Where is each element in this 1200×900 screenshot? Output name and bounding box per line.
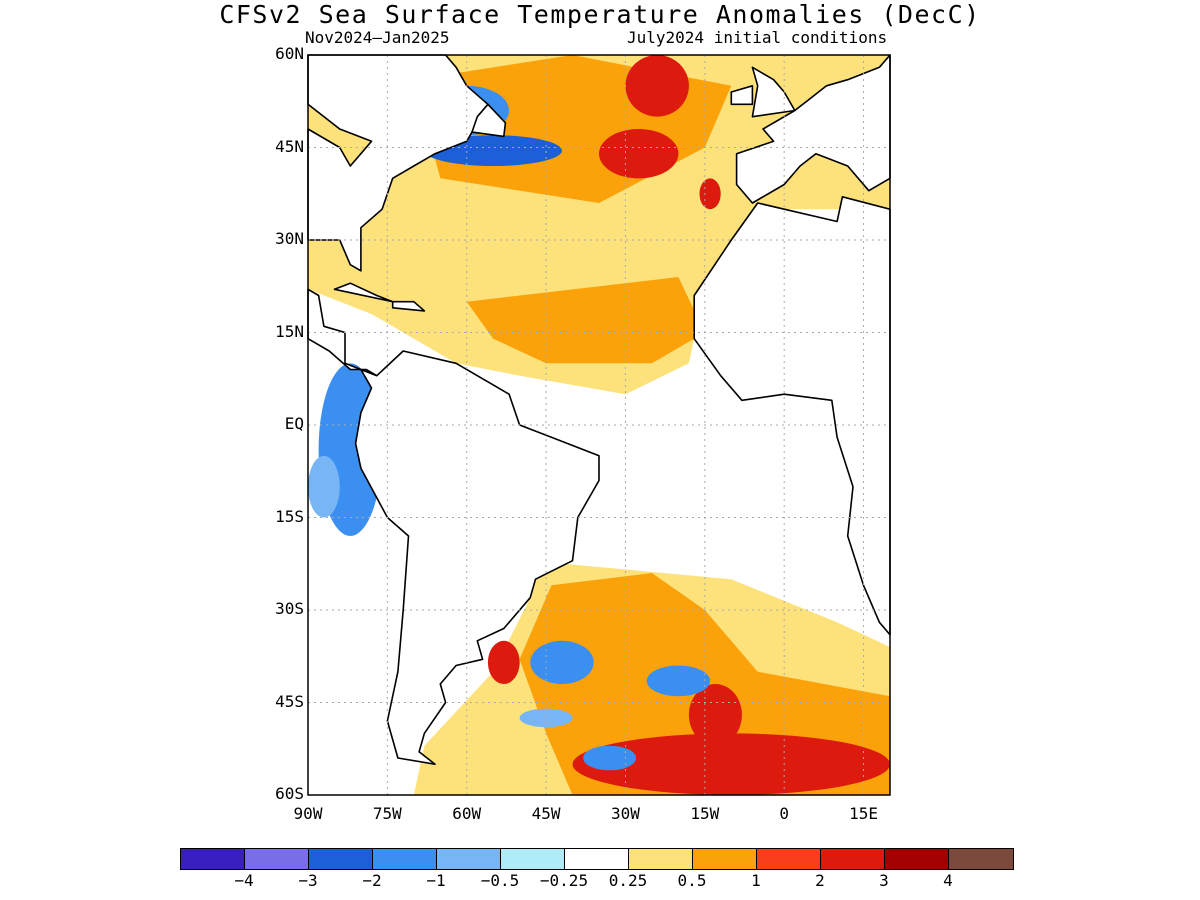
colorbar-swatch (181, 849, 245, 869)
colorbar-swatch (309, 849, 373, 869)
colorbar-swatch (501, 849, 565, 869)
anomaly-region-11 (308, 455, 340, 518)
lat-tick-label: 45N (275, 136, 304, 156)
anomaly-fill-tropical-north-atlantic (466, 277, 705, 364)
anomaly-region-3 (572, 733, 890, 795)
anomaly-region-4 (625, 55, 689, 117)
africa-landmass (693, 196, 891, 636)
colorbar-label: −0.5 (480, 871, 520, 890)
cuba-landmass (333, 282, 394, 303)
anomaly-region-12 (530, 640, 594, 685)
lat-tick-label: 15N (275, 321, 304, 341)
lon-tick-label: 75W (372, 804, 402, 823)
colorbar-swatch (757, 849, 821, 869)
colorbar-label: 3 (879, 871, 889, 890)
anomaly-region-14 (583, 745, 637, 771)
valid-period-label: Nov2024–Jan2025 (305, 28, 450, 47)
lon-tick-label: 30W (611, 804, 640, 823)
colorbar-label: −4 (234, 871, 254, 890)
lon-tick-label: 15W (690, 804, 720, 823)
initial-conditions-label: July2024 initial conditions (627, 28, 888, 47)
ireland-landmass (730, 85, 754, 106)
colorbar-swatch (437, 849, 501, 869)
chart-title: CFSv2 Sea Surface Temperature Anomalies … (219, 0, 981, 29)
hispaniola-landmass (391, 300, 426, 312)
colorbar-swatch (693, 849, 757, 869)
newfoundland-landmass (471, 103, 507, 138)
colorbar-label: 4 (943, 871, 953, 890)
colorbar (180, 848, 1014, 870)
colorbar-label: −2 (362, 871, 382, 890)
anomaly-region-5 (599, 129, 679, 179)
colorbar-label: 0.25 (608, 871, 648, 890)
south-america-landmass (354, 350, 600, 766)
colorbar-label: 2 (815, 871, 825, 890)
colorbar-swatch (565, 849, 629, 869)
colorbar-swatch (629, 849, 693, 869)
landmasses (307, 54, 891, 766)
colorbar-label: −1 (426, 871, 446, 890)
lat-tick-label: 30N (275, 229, 304, 248)
anomaly-region-15 (519, 708, 573, 728)
lon-tick-label: 0 (779, 804, 789, 823)
anomaly-region-7 (699, 178, 721, 210)
lon-tick-label: 90W (293, 804, 323, 823)
colorbar-label: 1 (751, 871, 761, 890)
lat-tick-label: 15S (275, 506, 304, 526)
map-frame (307, 54, 891, 796)
colorbar-label: 0.5 (677, 871, 707, 890)
europe-landmass (735, 54, 891, 204)
lon-tick-label: 15E (849, 804, 878, 823)
lon-tick-label: 45W (531, 804, 561, 823)
lat-tick-label: 60N (275, 44, 304, 63)
anomaly-region-2 (688, 684, 742, 746)
colorbar-swatch (245, 849, 309, 869)
lat-tick-label: 30S (275, 599, 304, 618)
lat-tick-label: EQ (284, 414, 304, 433)
colorbar-swatch (821, 849, 885, 869)
colorbar-swatch (949, 849, 1013, 869)
colorbar-label: −3 (298, 871, 318, 890)
anomaly-region-13 (646, 665, 711, 697)
lat-tick-label: 45S (275, 691, 304, 711)
lon-tick-label: 60W (452, 804, 482, 823)
anomaly-region-1 (487, 640, 520, 685)
lat-tick-label: 60S (275, 784, 304, 803)
colorbar-swatch (885, 849, 949, 869)
colorbar-label: −0.25 (539, 871, 589, 890)
colorbar-swatch (373, 849, 437, 869)
north-america-landmass (307, 54, 489, 272)
